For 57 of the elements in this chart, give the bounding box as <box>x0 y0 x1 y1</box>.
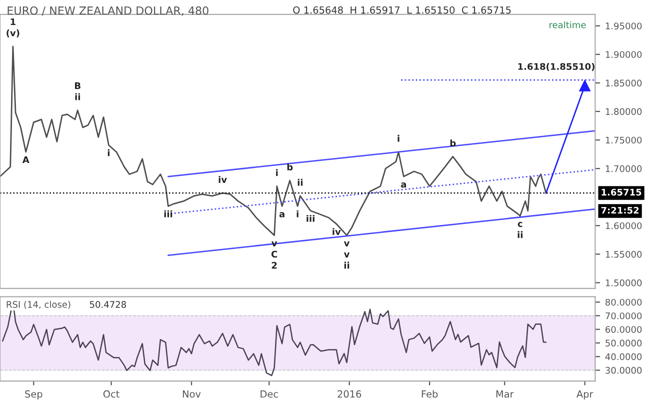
y-tick-label: 1.75000 <box>606 136 642 144</box>
chart-subtitle: O 1.65648 H 1.65917 L 1.65150 C 1.65715 <box>293 6 511 14</box>
annotation: 1.618(1.85510) <box>518 62 594 71</box>
chart-title: EURO / NEW ZEALAND DOLLAR, 480 <box>8 6 208 16</box>
annotation: A <box>22 156 30 164</box>
x-tick-label: Oct <box>103 390 120 398</box>
y-tick-label: 70.0000 <box>606 312 642 320</box>
annotation: a <box>279 212 284 218</box>
annotation: b <box>287 163 293 170</box>
annotation: iii <box>164 210 172 218</box>
x-tick-label: Apr <box>576 390 594 400</box>
annotation: i <box>108 149 110 156</box>
y-tick-label: 1.70000 <box>606 165 642 172</box>
y-tick-label: 40.0000 <box>605 353 642 360</box>
annotation: v <box>344 252 350 258</box>
y-tick-label: 1.95000 <box>606 22 642 30</box>
annotation: realtime <box>550 21 586 28</box>
y-tick-label: 60.0000 <box>606 326 642 333</box>
y-tick-label: 1.85000 <box>606 80 642 86</box>
x-tick-label: Dec <box>260 390 278 398</box>
annotation: c <box>518 222 522 228</box>
annotation: i <box>296 210 298 218</box>
annotation: v <box>344 241 350 246</box>
annotation: B <box>75 82 80 89</box>
x-tick-label: Feb <box>422 390 438 398</box>
annotation: C <box>271 250 278 258</box>
annotation: ii <box>344 262 350 269</box>
text: 7:21:52 <box>601 206 639 214</box>
y-tick-label: 1.50000 <box>606 279 642 286</box>
annotation: ii <box>75 93 80 100</box>
annotation: iv <box>218 176 227 183</box>
x-tick-label: Sep <box>25 390 42 400</box>
annotation: 1 <box>10 18 16 26</box>
annotation: (v) <box>6 29 20 38</box>
y-tick-label: 50.0000 <box>606 340 642 347</box>
annotation: iii <box>306 214 314 222</box>
annotation: ii <box>518 231 522 238</box>
ref-line-label: 1.65715 <box>602 188 642 196</box>
x-tick-label: Nov <box>182 390 201 398</box>
annotation: iv <box>332 228 341 235</box>
y-tick-label: 80.0000 <box>606 298 642 306</box>
annotation: a <box>401 182 406 188</box>
x-tick-label: Mar <box>496 390 514 398</box>
y-tick-label: 30.0000 <box>606 366 642 374</box>
annotation: b <box>450 139 456 146</box>
y-tick-label: 1.90000 <box>606 51 642 58</box>
y-tick-label: 1.80000 <box>606 108 642 116</box>
x-tick-label: 2016 <box>338 390 362 398</box>
y-tick-label: 1.60000 <box>606 222 642 230</box>
annotation: i <box>398 134 400 142</box>
y-tick-label: 1.55000 <box>606 250 642 258</box>
annotation: v <box>271 241 278 246</box>
annotation: 2 <box>272 262 277 269</box>
annotation: i <box>276 169 278 176</box>
chart-title: RSI (14, close) <box>6 300 70 309</box>
annotation: ii <box>298 178 303 186</box>
chart-subtitle: 50.4728 <box>90 301 126 308</box>
